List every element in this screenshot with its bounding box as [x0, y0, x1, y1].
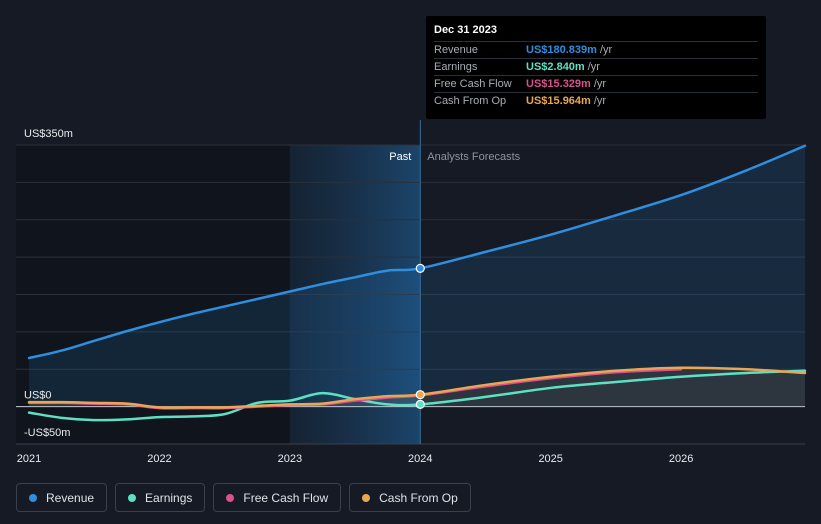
- data-tooltip: Dec 31 2023 Revenue US$180.839m/yr Earning…: [426, 16, 766, 119]
- legend-item-cash-from-op[interactable]: Cash From Op: [349, 483, 471, 512]
- tooltip-row-value: US$15.329m: [526, 78, 591, 90]
- tooltip-row: Earnings US$2.840m/yr: [434, 58, 758, 75]
- forecast-label: Analysts Forecasts: [427, 151, 520, 163]
- tooltip-date: Dec 31 2023: [434, 24, 497, 36]
- legend-dot-icon: [29, 493, 37, 502]
- y-tick-label: US$350m: [24, 128, 73, 140]
- area-cash-from-op: [29, 367, 806, 408]
- axis-labels: US$350m US$0 -US$50m 2021 2022 2023 2024 2025 20…: [17, 128, 694, 465]
- series-lines: [27, 144, 807, 422]
- x-tick-label: 2022: [147, 453, 171, 465]
- area-fills: [29, 145, 806, 408]
- x-tick-label: 2024: [408, 453, 432, 465]
- marker-cash-from-op: [415, 390, 425, 400]
- x-tick-label: 2025: [538, 453, 562, 465]
- tooltip-row: Free Cash Flow US$15.329m/yr: [434, 75, 758, 92]
- series-line-revenue: [27, 144, 807, 360]
- legend-dot-icon: [226, 493, 235, 502]
- legend-label: Revenue: [46, 490, 95, 505]
- series-markers: [415, 263, 425, 409]
- tooltip-row-label: Revenue: [434, 44, 479, 56]
- x-tick-label: 2023: [278, 453, 302, 465]
- area-revenue: [29, 145, 806, 407]
- tooltip-row-value: US$180.839m: [526, 44, 597, 56]
- legend-label: Free Cash Flow: [243, 490, 329, 505]
- legend-label: Earnings: [145, 490, 193, 505]
- tooltip-row-value: US$15.964m: [526, 95, 591, 107]
- x-tick-label: 2026: [669, 453, 693, 465]
- legend-dot-icon: [362, 493, 371, 502]
- y-tick-label: US$0: [24, 390, 52, 402]
- y-tick-label: -US$50m: [24, 427, 70, 439]
- marker-revenue: [415, 263, 425, 273]
- tooltip-row-unit: /yr: [593, 78, 607, 90]
- legend-item-earnings[interactable]: Earnings: [115, 483, 206, 512]
- legend-dot-icon: [128, 493, 137, 502]
- tooltip-row-label: Cash From Op: [434, 95, 507, 107]
- tooltip-row: Cash From Op US$15.964m/yr: [434, 92, 758, 109]
- tooltip-row: Revenue US$180.839m/yr: [434, 41, 758, 58]
- x-tick-label: 2021: [17, 453, 41, 465]
- legend-item-revenue[interactable]: Revenue: [16, 483, 108, 512]
- series-line-cash-from-op: [27, 366, 807, 409]
- chart-legend: Revenue Earnings Free Cash Flow Cash From O…: [16, 483, 471, 512]
- legend-item-free-cash-flow[interactable]: Free Cash Flow: [213, 483, 342, 512]
- tooltip-row-label: Free Cash Flow: [434, 78, 512, 90]
- series-line-earnings: [27, 369, 807, 422]
- tooltip-row-unit: /yr: [593, 95, 607, 107]
- marker-earnings: [415, 399, 425, 409]
- tooltip-row-unit: /yr: [587, 61, 600, 73]
- legend-label: Cash From Op: [379, 490, 458, 505]
- past-label: Past: [389, 151, 411, 163]
- tooltip-row-unit: /yr: [599, 44, 613, 56]
- chart-area: US$350m US$0 -US$50m 2021 2022 2023 2024 2025 20…: [16, 120, 807, 465]
- tooltip-row-value: US$2.840m: [526, 61, 585, 73]
- tooltip-row-label: Earnings: [434, 61, 478, 73]
